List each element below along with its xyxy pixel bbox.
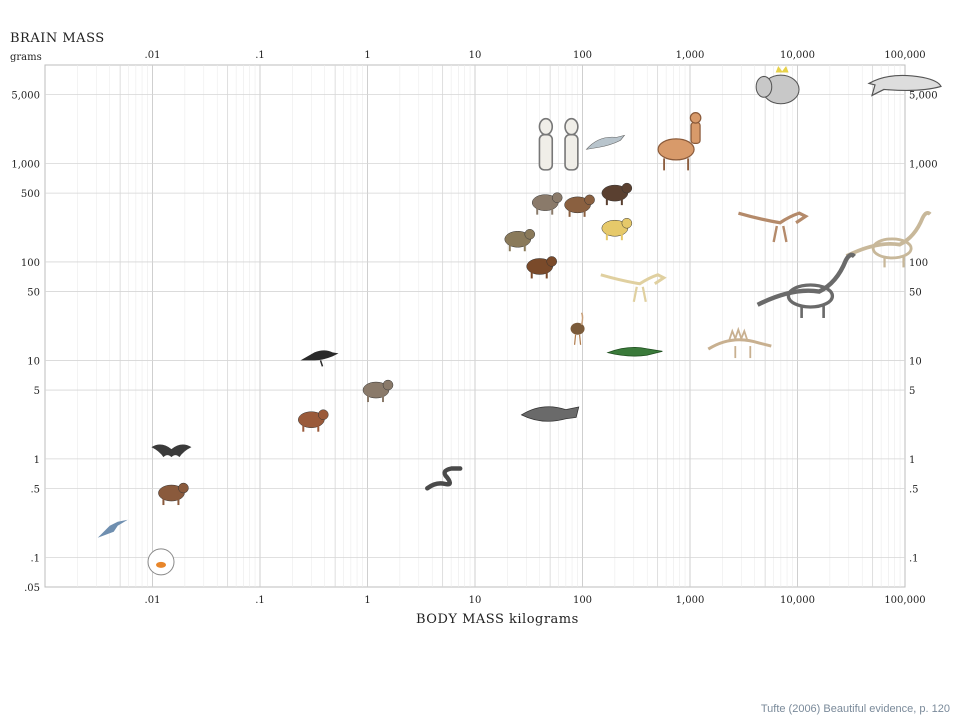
y-tick-label-left: .5 <box>30 485 40 496</box>
y-tick-label-right: 100 <box>909 258 928 269</box>
y-tick-label-left: .05 <box>24 583 40 594</box>
crocodile-icon <box>606 347 663 357</box>
y-tick-label-left: 1 <box>34 455 40 466</box>
y-tick-label-left: 10 <box>27 356 40 367</box>
x-tick-label-bottom: 1 <box>364 595 370 606</box>
y-tick-label-left: 100 <box>21 258 40 269</box>
y-tick-label-left: 1,000 <box>11 159 40 170</box>
goldfish-bowl-icon <box>147 548 175 576</box>
y-tick-label-right: .5 <box>909 485 919 496</box>
x-tick-label-bottom: 10,000 <box>780 595 815 606</box>
y-tick-label-right: 50 <box>909 288 922 299</box>
x-tick-label-top: 100,000 <box>884 50 925 61</box>
lion-icon <box>601 217 633 241</box>
y-axis-title: BRAIN MASS <box>10 31 105 46</box>
dolphin-icon <box>585 134 626 150</box>
y-tick-label-right: 5 <box>909 386 915 397</box>
rat-icon <box>298 409 329 432</box>
x-tick-label-bottom: 10 <box>469 595 482 606</box>
x-tick-label-bottom: 100 <box>573 595 592 606</box>
x-tick-label-top: 100 <box>573 50 592 61</box>
x-tick-label-top: 10 <box>469 50 482 61</box>
wolf-icon <box>526 256 557 279</box>
x-tick-label-top: .01 <box>145 50 161 61</box>
x-tick-label-top: 1,000 <box>676 50 705 61</box>
ostrich-icon <box>570 312 585 345</box>
y-tick-label-left: 50 <box>27 288 40 299</box>
x-tick-label-top: 1 <box>364 50 370 61</box>
x-tick-label-top: .1 <box>255 50 265 61</box>
x-tick-label-bottom: .1 <box>255 595 265 606</box>
squirrel-icon <box>362 379 394 403</box>
x-tick-label-bottom: 1,000 <box>676 595 705 606</box>
y-tick-label-right: .1 <box>909 553 919 564</box>
y-tick-label-right: 1 <box>909 455 915 466</box>
x-tick-label-bottom: .01 <box>145 595 161 606</box>
stegosaurus-icon <box>707 326 772 359</box>
eel-icon <box>425 466 463 491</box>
x-axis-title: BODY MASS kilograms <box>416 612 579 627</box>
x-tick-label-top: 10,000 <box>780 50 815 61</box>
y-tick-label-left: 500 <box>21 189 40 200</box>
diplodocus-icon <box>756 252 856 318</box>
y-tick-label-left: 5,000 <box>11 91 40 102</box>
centaur-icon <box>657 112 702 171</box>
elephant-king-icon <box>755 66 800 105</box>
credit-text: Tufte (2006) Beautiful evidence, p. 120 <box>761 703 950 715</box>
coelacanth-icon <box>520 406 580 422</box>
y-tick-label-left: 5 <box>34 386 40 397</box>
whale-icon <box>867 74 942 97</box>
chimpanzee-icon <box>531 192 563 215</box>
gorilla-icon <box>601 182 633 206</box>
mole-icon <box>158 482 189 506</box>
tyrannosaurus-icon <box>738 211 809 243</box>
y-axis-unit: grams <box>10 52 42 63</box>
hummingbird-icon <box>97 519 128 538</box>
y-tick-label-right: 1,000 <box>909 159 938 170</box>
baboon-icon <box>504 229 536 252</box>
human-icon <box>538 117 579 171</box>
bat-icon <box>151 444 192 458</box>
y-tick-label-right: 10 <box>909 356 922 367</box>
y-tick-label-left: .1 <box>30 553 40 564</box>
orangutan-icon <box>564 194 595 217</box>
y-tick-label-right: 5,000 <box>909 91 938 102</box>
raven-icon <box>300 350 339 367</box>
brachiosaurus-icon <box>845 211 932 268</box>
allosaurus-icon <box>600 273 667 303</box>
x-tick-label-bottom: 100,000 <box>884 595 925 606</box>
